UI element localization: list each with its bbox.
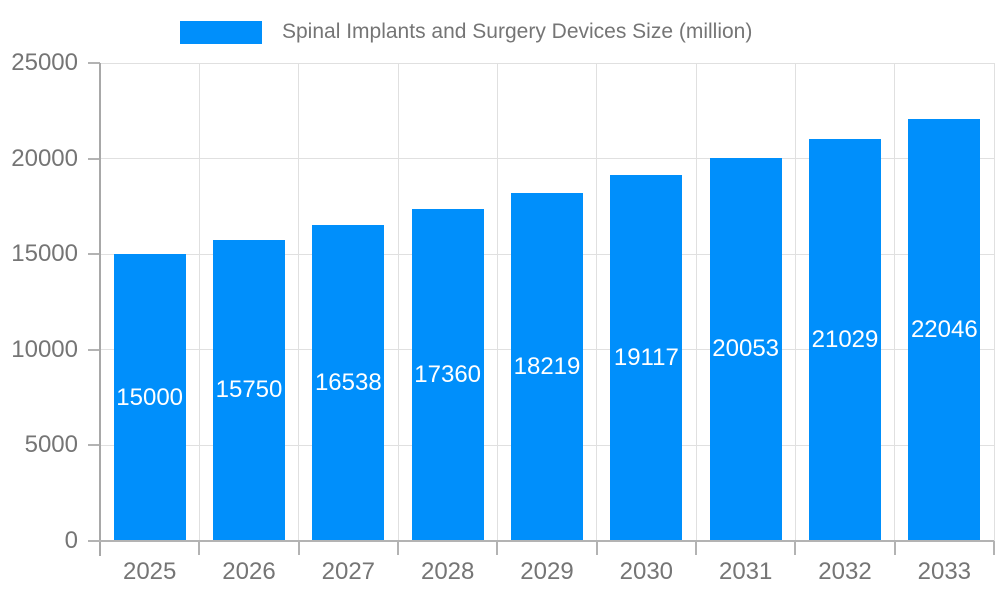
bar: 16538: [312, 224, 385, 541]
x-tick-label: 2025: [122, 558, 177, 585]
bar-value-label: 19117: [613, 344, 679, 372]
v-gridline: [298, 63, 300, 541]
v-gridline: [695, 63, 697, 541]
legend-swatch: [180, 20, 262, 44]
v-gridline: [496, 63, 498, 541]
x-tick: [993, 541, 995, 555]
bar-value-label: 21029: [811, 325, 879, 353]
x-tick-label: 2031: [718, 558, 773, 585]
x-tick: [397, 541, 399, 555]
y-tick: [88, 253, 100, 256]
x-tick-label: 2032: [818, 558, 872, 585]
bar-value-label: 20053: [712, 335, 780, 363]
h-gridline: [100, 158, 994, 160]
bar-value-label: 15750: [215, 376, 283, 404]
y-tick-label: 5000: [24, 431, 78, 459]
v-gridline: [794, 63, 796, 541]
bar: 17360: [411, 209, 484, 541]
x-tick: [496, 541, 499, 555]
v-gridline: [993, 63, 995, 541]
bar-value-label: 18219: [513, 352, 581, 380]
y-tick-label: 15000: [11, 240, 78, 268]
x-tick: [198, 541, 201, 555]
bar: 15000: [113, 254, 186, 541]
bar: 15750: [213, 239, 285, 541]
x-tick-label: 2030: [619, 558, 674, 585]
bar: 18219: [511, 192, 583, 541]
y-axis-line: [99, 63, 101, 556]
bar: 19117: [610, 175, 683, 541]
x-tick-label: 2029: [520, 558, 574, 585]
plot-area: 15000 15750 16538 17360 18219 19117 20053 21029…: [100, 62, 995, 541]
bar-value-label: 22046: [910, 316, 978, 344]
y-tick-label: 25000: [11, 49, 78, 76]
y-tick: [88, 348, 100, 351]
x-tick-label: 2027: [321, 558, 376, 585]
x-tick: [893, 541, 896, 555]
y-tick: [88, 444, 100, 447]
y-tick-label: 0: [64, 527, 78, 554]
bar-value-label: 15000: [116, 383, 184, 411]
x-tick: [595, 541, 598, 555]
x-tick: [695, 541, 697, 555]
v-gridline: [198, 63, 200, 541]
y-tick-label: 20000: [11, 144, 78, 172]
bar: 22046: [908, 119, 981, 541]
y-tick: [88, 157, 100, 160]
v-gridline: [397, 63, 399, 541]
v-gridline: [894, 63, 896, 541]
x-tick: [297, 541, 300, 555]
x-tick: [794, 541, 797, 555]
x-tick-label: 2028: [420, 558, 475, 585]
legend-label: Spinal Implants and Surgery Devices Size…: [282, 20, 753, 43]
v-gridline: [596, 63, 598, 541]
x-tick-label: 2026: [222, 558, 276, 585]
x-axis-line: [88, 540, 994, 542]
y-tick-label: 10000: [11, 335, 78, 363]
h-gridline: [100, 62, 994, 64]
bar: 20053: [709, 157, 782, 541]
y-tick: [88, 62, 100, 64]
x-tick-label: 2033: [917, 558, 972, 585]
bar-value-label: 16538: [314, 368, 382, 396]
bar: 21029: [809, 138, 881, 541]
legend-item[interactable]: Spinal Implants and Surgery Devices Size…: [180, 19, 752, 45]
bar-value-label: 17360: [414, 361, 482, 389]
